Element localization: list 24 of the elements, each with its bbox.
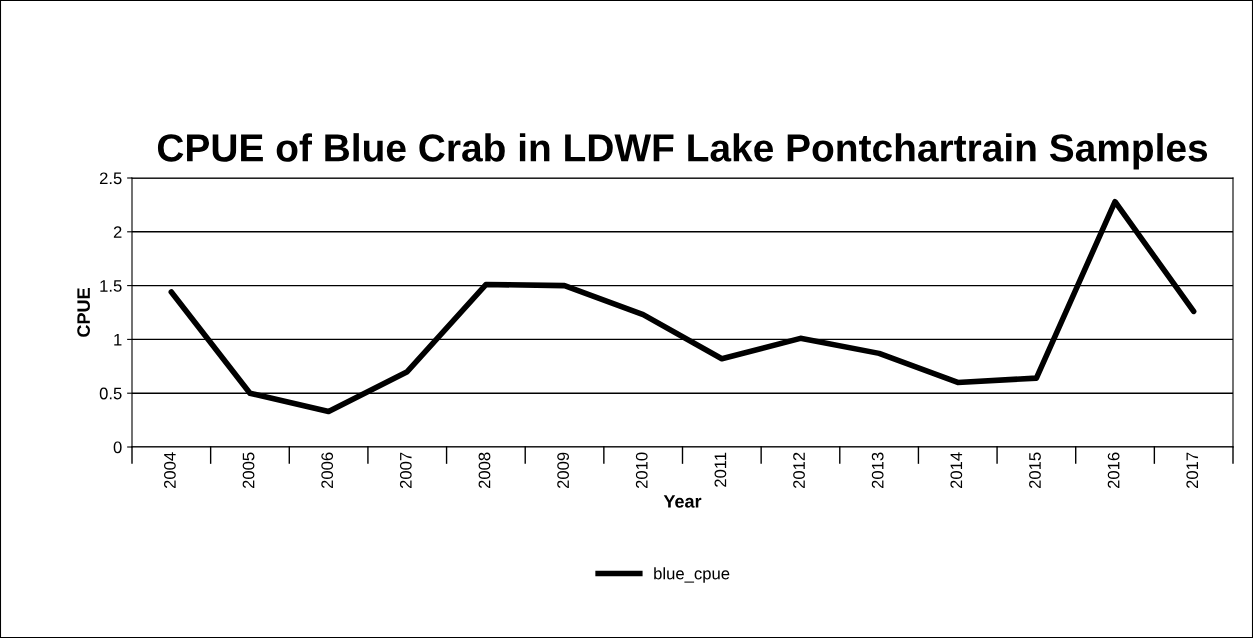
x-tick-label: 2012 [793, 452, 805, 489]
y-tick-label: 1.5 [100, 280, 122, 292]
x-tick-label: 2013 [871, 452, 884, 489]
x-tick-label: 2016 [1107, 452, 1120, 489]
x-tick-label: 2006 [321, 452, 334, 489]
chart-title: CPUE of Blue Crab in LDWF Lake Pontchartrain Samples [157, 133, 1208, 170]
x-tick-label: 2009 [557, 452, 570, 489]
y-tick-label: 2 [113, 226, 122, 238]
legend-label: blue_cpue [654, 567, 730, 583]
x-tick-label: 2011 [714, 452, 727, 487]
x-tick-label: 2010 [635, 452, 648, 489]
y-tick-label: 0 [113, 441, 122, 454]
y-tick-label: 1 [114, 333, 122, 346]
x-tick-label: 2007 [399, 452, 412, 489]
x-tick-label: 2005 [242, 452, 255, 489]
x-tick-label: 2017 [1186, 452, 1199, 489]
x-tick-label: 2015 [1029, 452, 1041, 489]
x-tick-label: 2014 [950, 452, 963, 489]
y-tick-label: 0.5 [99, 387, 122, 400]
x-tick-label: 2004 [163, 452, 176, 489]
x-axis-title: Year [663, 495, 702, 508]
x-tick-label: 2008 [478, 452, 491, 489]
y-tick-label: 2.5 [99, 172, 122, 185]
y-axis-title: CPUE [77, 288, 90, 337]
